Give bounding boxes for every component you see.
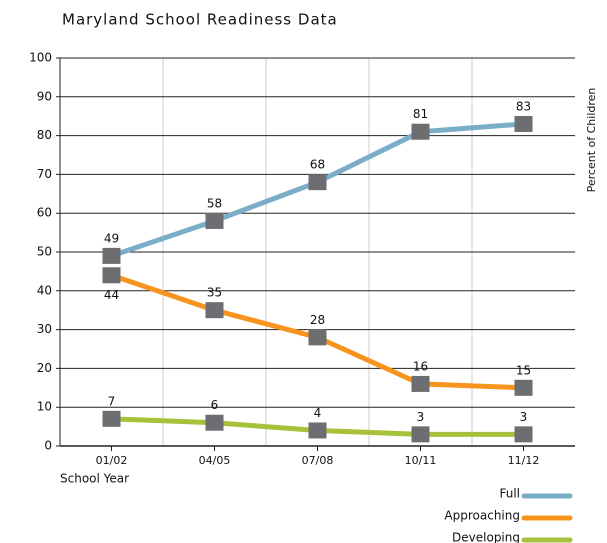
y-tick-label: 0 — [44, 439, 52, 453]
marker — [514, 115, 533, 132]
y-tick-label: 20 — [37, 361, 52, 375]
x-tick-label: 01/02 — [96, 454, 128, 467]
y-tick-label: 90 — [37, 89, 52, 103]
marker — [205, 302, 224, 319]
y-tick-label: 80 — [37, 128, 52, 142]
data-label: 7 — [108, 394, 116, 408]
y-tick-label: 30 — [37, 322, 52, 336]
marker — [205, 212, 224, 229]
y-axis-label: Percent of Children — [585, 88, 598, 193]
data-label: 16 — [413, 359, 428, 373]
y-tick-label: 70 — [37, 167, 52, 181]
data-label: 49 — [104, 231, 119, 245]
data-label: 3 — [417, 410, 425, 424]
data-label: 4 — [314, 406, 322, 420]
marker — [411, 123, 430, 140]
marker — [102, 267, 121, 284]
y-tick-label: 60 — [37, 206, 52, 220]
data-label: 15 — [516, 363, 531, 377]
marker — [411, 375, 430, 392]
marker — [308, 329, 327, 346]
data-label: 83 — [516, 99, 531, 113]
x-axis-label: School Year — [60, 472, 129, 486]
data-label: 81 — [413, 107, 428, 121]
y-tick-label: 50 — [37, 245, 52, 259]
y-tick-label: 40 — [37, 283, 52, 297]
data-label: 28 — [310, 313, 325, 327]
legend-label: Developing — [452, 531, 520, 543]
y-tick-label: 100 — [29, 51, 52, 65]
x-tick-label: 10/11 — [405, 454, 437, 467]
chart-title: Maryland School Readiness Data — [62, 11, 338, 29]
data-label: 6 — [211, 398, 219, 412]
data-label: 58 — [207, 196, 222, 210]
marker — [102, 247, 121, 264]
data-label: 3 — [520, 410, 528, 424]
x-tick-label: 04/05 — [199, 454, 231, 467]
marker — [514, 426, 533, 443]
x-tick-label: 07/08 — [302, 454, 334, 467]
data-label: 35 — [207, 286, 222, 300]
legend-label: Approaching — [444, 509, 520, 523]
data-label: 44 — [104, 288, 119, 302]
marker — [308, 422, 327, 439]
marker — [205, 414, 224, 431]
x-tick-label: 11/12 — [508, 454, 540, 467]
marker — [411, 426, 430, 443]
legend-label: Full — [499, 487, 520, 501]
marker — [102, 410, 121, 427]
data-label: 68 — [310, 158, 325, 172]
marker — [514, 379, 533, 396]
y-tick-label: 10 — [37, 400, 52, 414]
marker — [308, 174, 327, 191]
